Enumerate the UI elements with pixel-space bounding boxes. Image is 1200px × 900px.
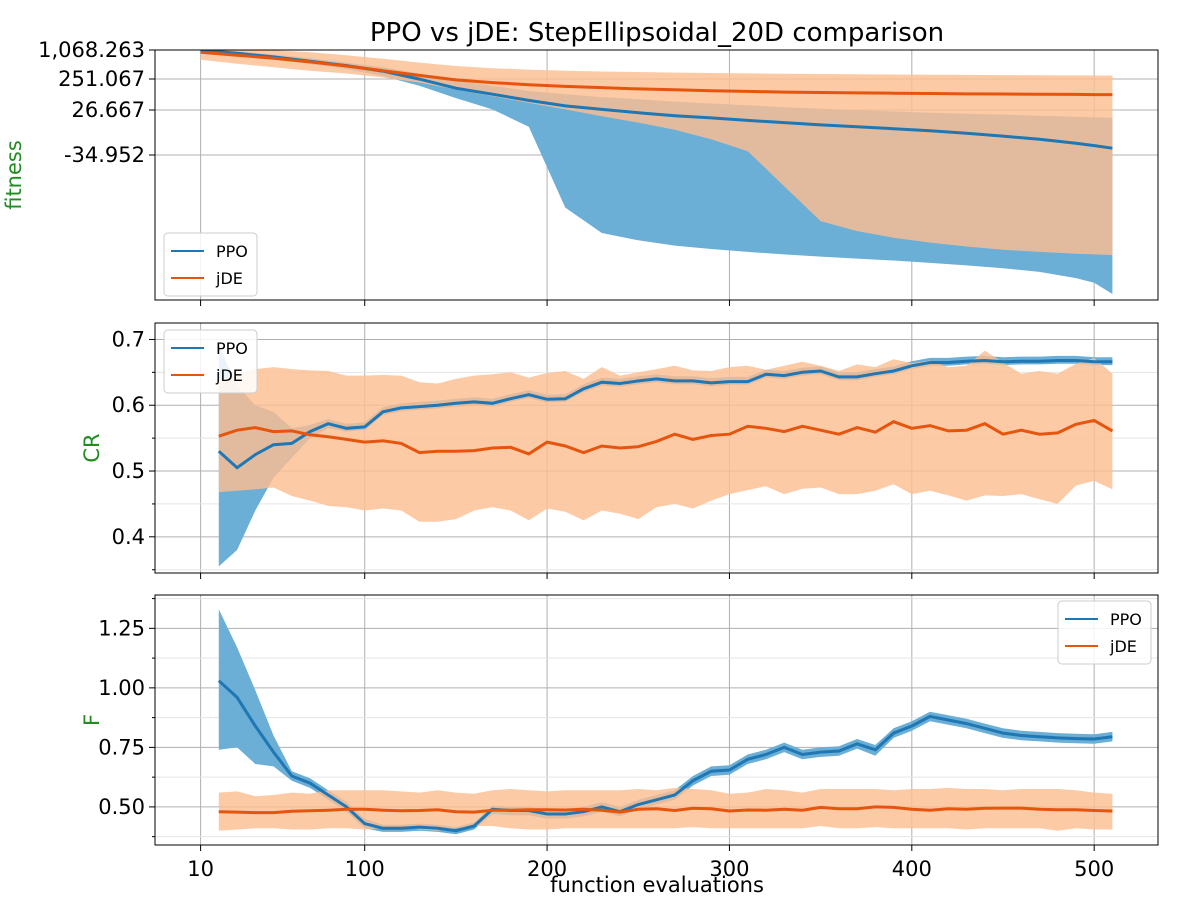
y-tick-label: 0.75 [98,735,145,759]
jde-line [218,805,1113,815]
jde-line [200,50,1113,97]
legend-label: jDE [1109,637,1137,656]
legend-box [163,232,258,297]
legend-label: jDE [215,366,243,385]
x-tick-label: 10 [187,857,214,881]
y-axis-label: CR [80,433,104,462]
x-tick-label: 400 [892,857,932,881]
y-tick-label: -34.952 [64,143,145,167]
legend: PPO jDE [163,329,258,394]
jde-band [200,50,1113,255]
y-axis-label: fitness [2,140,26,210]
y-tick-label: 1,068.263 [38,38,145,62]
plot-frame [154,322,1159,574]
y-tick-label: 1.00 [98,676,145,700]
x-axis-label: function evaluations [550,873,764,897]
y-tick-label: 0.5 [112,459,145,483]
plot-frame [154,594,1159,846]
legend: PPO jDE [1057,600,1152,665]
panels: 1,068.263 251.067 26.667 -34.952 fitness PPO j… [2,38,1159,881]
ppo-band [218,609,1113,835]
y-tick-label: 251.067 [58,67,145,91]
data-layer [217,609,1113,835]
x-tick-label: 100 [345,857,385,881]
y-tick-label: 26.667 [72,98,145,122]
legend-label: PPO [1110,610,1142,629]
legend-box [163,329,258,394]
y-tick-label: 0.7 [112,327,145,351]
y-axis-label: F [80,714,104,726]
x-tick-label: 200 [527,857,567,881]
panel-CR: 0.4 0.5 0.6 0.7 CR PPO jDE [80,322,1159,579]
plot-frame [154,49,1159,301]
panel-F: 10 100 200 300 400 500 0.50 0.75 1.00 1.25 F PPO jDE [80,594,1159,881]
data-layer [217,346,1114,567]
y-tick-label: 0.6 [112,393,145,417]
jde-line [218,418,1114,456]
figure-title: PPO vs jDE: StepEllipsoidal_20D comparis… [370,18,944,48]
legend-label: PPO [216,242,248,261]
legend-box [1057,600,1152,665]
y-tick-label: 1.25 [98,616,145,640]
legend-label: jDE [215,269,243,288]
ppo-line [217,358,1113,470]
jde-band [218,350,1113,522]
x-tick-label: 500 [1074,857,1114,881]
y-tick-label: 0.4 [112,525,145,549]
legend-label: PPO [216,339,248,358]
legend: PPO jDE [163,232,258,297]
y-tick-label: 0.50 [98,795,145,819]
panel-fitness: 1,068.263 251.067 26.667 -34.952 fitness PPO j… [2,38,1159,306]
x-tick-label: 300 [709,857,749,881]
ppo-line [217,679,1113,833]
data-layer [200,50,1113,294]
